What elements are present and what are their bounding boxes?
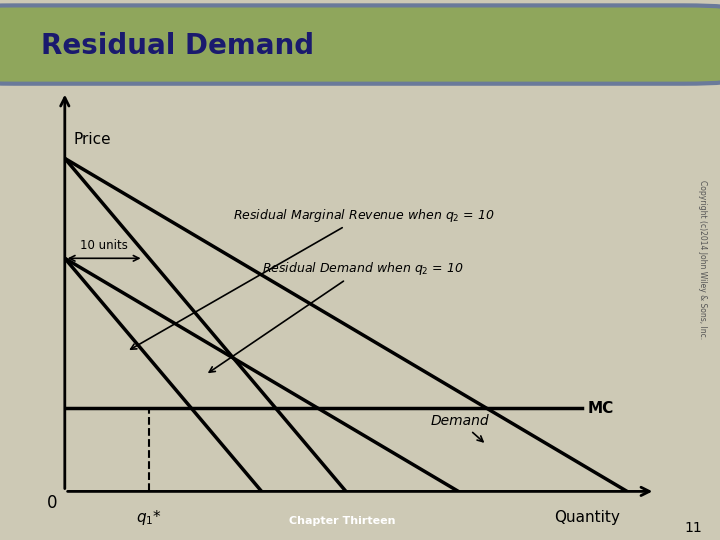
FancyBboxPatch shape [0,5,720,84]
Text: 10 units: 10 units [80,239,128,252]
Text: $q_1$*: $q_1$* [136,508,162,527]
Text: Price: Price [73,132,111,147]
Text: Residual Demand when $q_2$ = 10: Residual Demand when $q_2$ = 10 [210,260,463,372]
Text: 0: 0 [48,494,58,512]
Text: Demand: Demand [431,414,489,442]
Text: Residual Demand: Residual Demand [41,32,315,60]
Text: Copyright (c)2014 John Wiley & Sons, Inc.: Copyright (c)2014 John Wiley & Sons, Inc… [698,180,706,339]
Text: Quantity: Quantity [554,510,620,525]
Text: 11: 11 [684,521,702,535]
Text: Residual Marginal Revenue when $q_2$ = 10: Residual Marginal Revenue when $q_2$ = 1… [130,206,495,349]
Text: MC: MC [588,401,614,416]
Text: Chapter Thirteen: Chapter Thirteen [289,516,395,526]
